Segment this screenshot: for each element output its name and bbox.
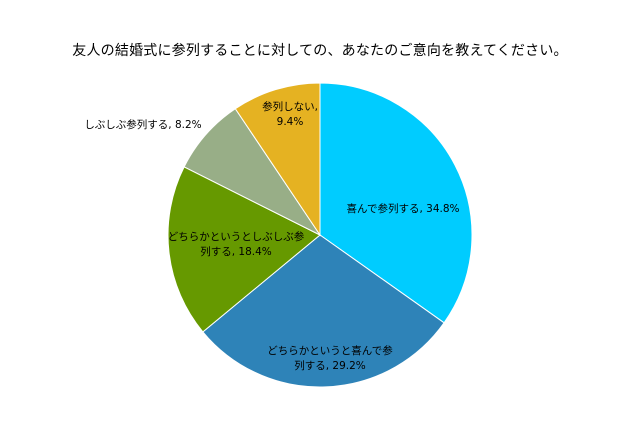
slice-label-2: どちらかというと喜んで参列する, 29.2% [267, 344, 393, 372]
slice-label-line: どちらかというとしぶしぶ参 [168, 230, 305, 243]
slice-label-line: 列する, 18.4% [200, 245, 272, 258]
slice-label-line: しぶしぶ参列する, 8.2% [84, 118, 201, 131]
pie-slice-5 [234, 82, 321, 237]
slice-label-1: 喜んで参列する, 34.8% [346, 202, 459, 215]
chart-title: 友人の結婚式に参列することに対しての、あなたのご意向を教えてください。 [72, 43, 568, 59]
slice-label-5: 参列しない, 9.4% [262, 100, 318, 128]
pie-slice-1 [319, 82, 473, 324]
slice-label-line: 喜んで参列する, 34.8% [346, 202, 459, 215]
pie-slice-3 [167, 166, 321, 333]
slice-label-3: どちらかというとしぶしぶ参列する, 18.4% [168, 230, 305, 258]
slice-label-line: どちらかというと喜んで参 [267, 344, 393, 357]
slice-label-line: 参列しない, [262, 100, 318, 113]
slice-label-line: 9.4% [277, 116, 304, 128]
pie-slice-2 [202, 234, 445, 388]
slice-label-4: しぶしぶ参列する, 8.2% [84, 118, 201, 131]
slice-label-line: 列する, 29.2% [294, 359, 366, 372]
